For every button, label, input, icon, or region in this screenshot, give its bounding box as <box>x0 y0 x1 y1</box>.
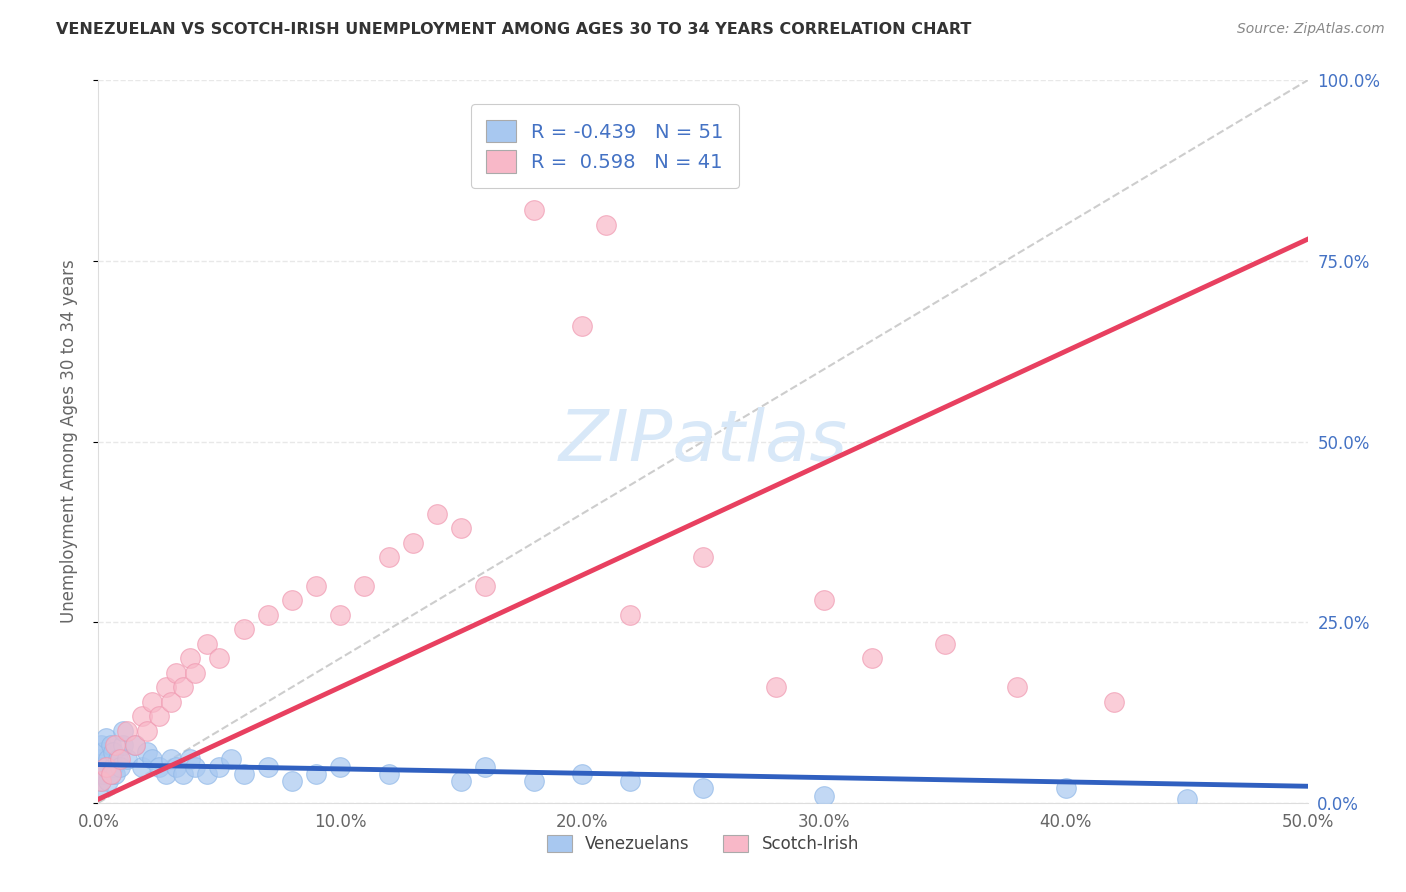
Point <box>232 623 254 637</box>
Point <box>179 752 201 766</box>
Point <box>474 760 496 774</box>
Point <box>124 738 146 752</box>
Point <box>195 767 218 781</box>
Point <box>155 680 177 694</box>
Point <box>97 774 120 789</box>
Point <box>124 738 146 752</box>
Point <box>195 637 218 651</box>
Point <box>90 760 112 774</box>
Point <box>101 760 124 774</box>
Point <box>619 774 641 789</box>
Point <box>450 521 472 535</box>
Point <box>281 593 304 607</box>
Text: Source: ZipAtlas.com: Source: ZipAtlas.com <box>1237 22 1385 37</box>
Point <box>474 579 496 593</box>
Point <box>256 607 278 622</box>
Point <box>117 723 139 738</box>
Point <box>256 760 278 774</box>
Point <box>100 767 122 781</box>
Point <box>813 593 835 607</box>
Point <box>100 767 122 781</box>
Point <box>353 579 375 593</box>
Point <box>155 767 177 781</box>
Point <box>402 535 425 549</box>
Point <box>934 637 956 651</box>
Point <box>117 752 139 766</box>
Point <box>107 752 129 766</box>
Point <box>165 665 187 680</box>
Point <box>860 651 883 665</box>
Point <box>1007 680 1029 694</box>
Point <box>377 550 399 565</box>
Point <box>765 680 787 694</box>
Point <box>305 579 328 593</box>
Point <box>101 745 124 759</box>
Legend: Venezuelans, Scotch-Irish: Venezuelans, Scotch-Irish <box>540 828 866 860</box>
Point <box>305 767 328 781</box>
Point <box>148 709 170 723</box>
Point <box>692 550 714 565</box>
Point <box>97 752 120 766</box>
Point <box>104 738 127 752</box>
Point <box>281 774 304 789</box>
Point <box>87 767 110 781</box>
Point <box>90 774 112 789</box>
Point <box>377 767 399 781</box>
Point <box>221 752 243 766</box>
Point <box>595 218 617 232</box>
Point <box>813 789 835 803</box>
Point <box>91 745 114 759</box>
Point <box>450 774 472 789</box>
Point <box>184 665 207 680</box>
Point <box>90 738 112 752</box>
Text: ZIPatlas: ZIPatlas <box>558 407 848 476</box>
Point <box>90 774 112 789</box>
Point <box>1175 792 1198 806</box>
Point <box>172 680 194 694</box>
Point <box>208 760 231 774</box>
Point <box>141 695 163 709</box>
Point <box>94 760 117 774</box>
Point <box>94 760 117 774</box>
Point <box>208 651 231 665</box>
Point <box>571 767 593 781</box>
Point <box>571 318 593 333</box>
Point <box>692 781 714 796</box>
Y-axis label: Unemployment Among Ages 30 to 34 years: Unemployment Among Ages 30 to 34 years <box>59 260 77 624</box>
Point <box>87 752 110 766</box>
Point <box>160 752 183 766</box>
Point <box>1102 695 1125 709</box>
Point <box>141 752 163 766</box>
Point <box>1054 781 1077 796</box>
Point <box>523 774 546 789</box>
Point <box>111 738 134 752</box>
Point <box>108 760 131 774</box>
Point <box>94 731 117 745</box>
Point <box>111 723 134 738</box>
Point <box>523 203 546 218</box>
Point <box>619 607 641 622</box>
Point <box>148 760 170 774</box>
Point <box>135 723 157 738</box>
Point <box>232 767 254 781</box>
Point <box>329 760 352 774</box>
Point <box>179 651 201 665</box>
Point <box>426 507 449 521</box>
Point <box>329 607 352 622</box>
Point <box>131 709 153 723</box>
Point <box>160 695 183 709</box>
Point <box>135 745 157 759</box>
Point <box>131 760 153 774</box>
Text: VENEZUELAN VS SCOTCH-IRISH UNEMPLOYMENT AMONG AGES 30 TO 34 YEARS CORRELATION CH: VENEZUELAN VS SCOTCH-IRISH UNEMPLOYMENT … <box>56 22 972 37</box>
Point <box>108 752 131 766</box>
Point <box>100 738 122 752</box>
Point <box>172 767 194 781</box>
Point <box>184 760 207 774</box>
Point <box>91 767 114 781</box>
Point <box>87 781 110 796</box>
Point <box>165 760 187 774</box>
Point <box>104 767 127 781</box>
